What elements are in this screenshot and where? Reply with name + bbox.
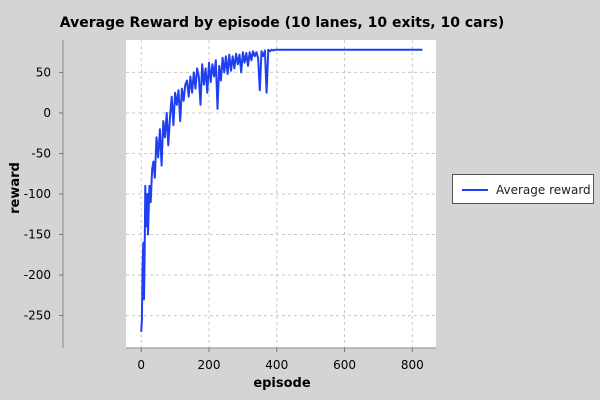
x-tick-label: 0 bbox=[137, 358, 145, 372]
y-tick-label: -250 bbox=[24, 309, 51, 323]
y-tick-label: -50 bbox=[31, 146, 51, 160]
chart-title: Average Reward by episode (10 lanes, 10 … bbox=[60, 15, 504, 31]
series-line-0 bbox=[140, 48, 423, 332]
legend-entry-average-reward: Average reward bbox=[496, 183, 591, 197]
legend: Average reward bbox=[452, 174, 594, 204]
y-tick-label: 0 bbox=[43, 106, 51, 120]
gridlines bbox=[126, 40, 436, 348]
legend-swatch bbox=[462, 189, 488, 191]
x-tick-label: 600 bbox=[333, 358, 356, 372]
y-tick-label: -150 bbox=[24, 228, 51, 242]
y-axis-ticks: -250 -200 -150 -100 -50 0 50 bbox=[24, 65, 63, 323]
y-tick-label: 50 bbox=[36, 65, 51, 79]
x-tick-label: 200 bbox=[198, 358, 221, 372]
y-axis-label: reward bbox=[8, 162, 23, 214]
y-tick-label: -100 bbox=[24, 187, 51, 201]
x-tick-label: 800 bbox=[401, 358, 424, 372]
plot-area bbox=[126, 40, 436, 348]
x-tick-label: 400 bbox=[265, 358, 288, 372]
x-axis-label: episode bbox=[253, 376, 311, 391]
series-layer bbox=[140, 48, 423, 332]
y-tick-label: -200 bbox=[24, 268, 51, 282]
x-axis-ticks: 0 200 400 600 800 bbox=[137, 348, 424, 372]
